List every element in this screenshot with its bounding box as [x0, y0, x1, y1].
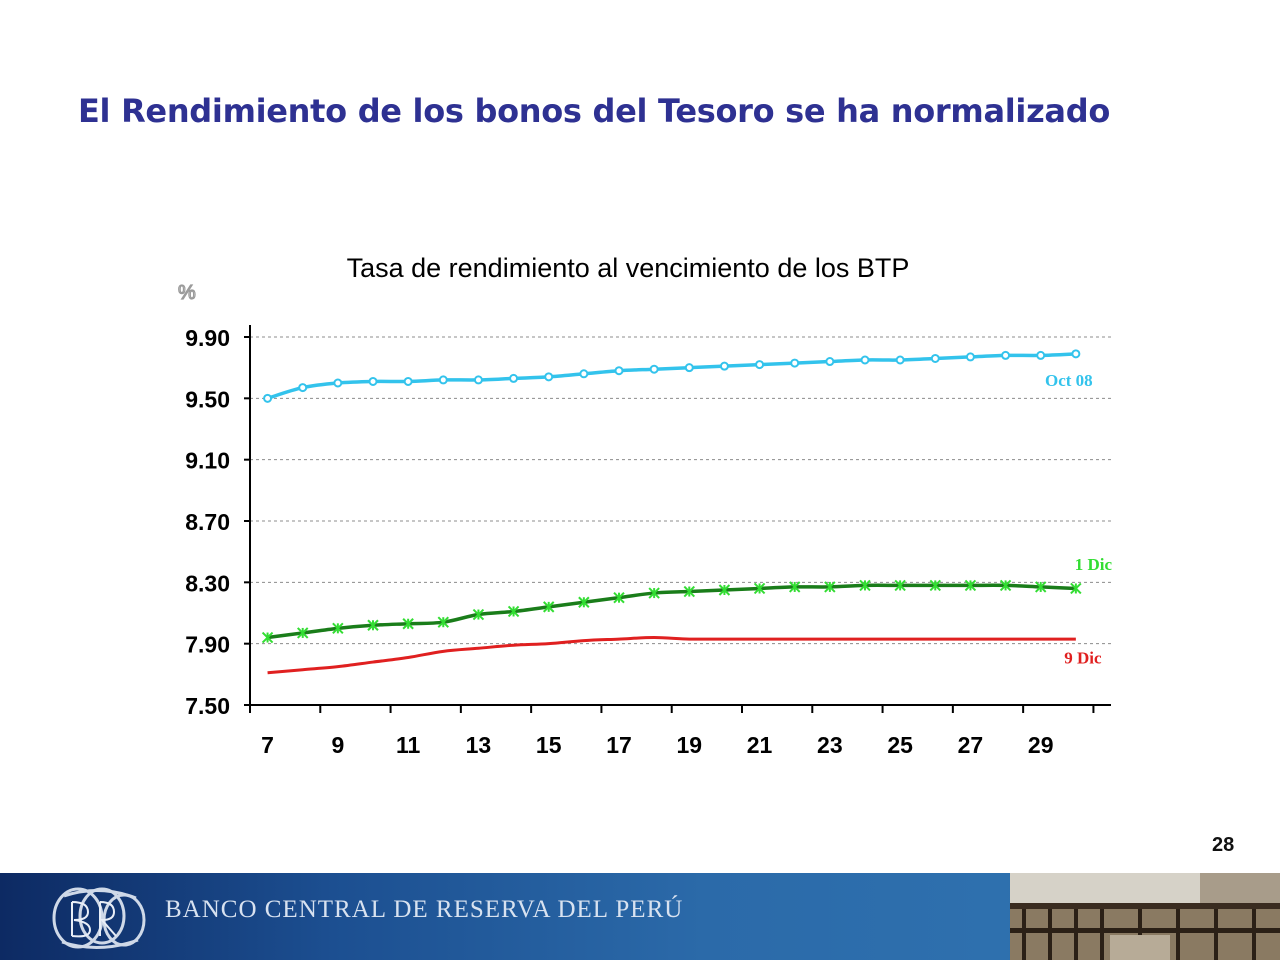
point-oct-08: [930, 353, 940, 363]
x-tick-label: 11: [396, 732, 421, 758]
point-oct-08: [438, 375, 448, 385]
point-1-dic: [789, 581, 801, 593]
point-oct-08: [1001, 350, 1011, 360]
point-1-dic: [824, 581, 836, 593]
x-tick-label: 17: [606, 732, 632, 758]
x-tick-label: 7: [261, 732, 274, 758]
point-oct-08: [473, 375, 483, 385]
point-oct-08: [509, 373, 519, 383]
building-interior-photo-icon: [1010, 873, 1280, 960]
point-1-dic: [1070, 582, 1082, 595]
y-tick-label: 8.70: [185, 509, 230, 535]
point-oct-08: [965, 352, 975, 362]
y-tick-label: 9.50: [185, 386, 230, 412]
point-oct-08: [1071, 349, 1081, 359]
footer-bank-name: BANCO CENTRAL DE RESERVA DEL PERÚ: [165, 896, 684, 923]
x-tick-label: 9: [331, 732, 344, 758]
point-oct-08: [403, 376, 413, 386]
x-tick-label: 15: [536, 732, 562, 758]
point-1-dic: [297, 627, 309, 639]
point-oct-08: [755, 360, 765, 370]
point-oct-08: [333, 378, 343, 388]
y-tick-label: 7.90: [185, 632, 230, 658]
bcrp-monogram-icon: [52, 887, 146, 950]
point-1-dic: [543, 601, 555, 613]
x-tick-label: 23: [817, 732, 843, 758]
page-number: 28: [1212, 834, 1235, 856]
point-oct-08: [614, 366, 624, 376]
chart-title: Tasa de rendimiento al vencimiento de lo…: [347, 253, 910, 283]
point-oct-08: [579, 369, 589, 379]
point-1-dic: [999, 579, 1012, 592]
chart-axes: 9.90 9.50 9.10 8.70 8.30 7.90 7.50 7 9 11 13 15 17 19…: [185, 325, 1111, 758]
point-oct-08: [719, 361, 729, 371]
point-oct-08: [825, 357, 835, 367]
point-oct-08: [298, 383, 308, 393]
series-line-1-dic: [267, 583, 1076, 640]
point-1-dic: [1035, 581, 1047, 593]
point-1-dic: [683, 585, 695, 598]
y-tick-label: 9.90: [185, 325, 230, 351]
x-tick-label: 21: [747, 732, 773, 758]
x-tick-label: 19: [676, 732, 702, 758]
x-tick-label: 13: [466, 732, 492, 758]
point-oct-08: [860, 355, 870, 365]
point-1-dic: [472, 608, 485, 621]
point-oct-08: [790, 358, 800, 368]
series-label-oct-08: Oct 08: [1045, 371, 1093, 390]
y-tick-label: 8.30: [185, 570, 230, 596]
y-tick-label: 7.50: [185, 693, 230, 719]
point-1-dic: [753, 582, 766, 595]
point-1-dic: [859, 579, 871, 592]
y-axis-unit-label: %: [178, 282, 196, 304]
point-oct-08: [684, 363, 694, 373]
point-oct-08: [895, 355, 905, 365]
chart-series: [261, 349, 1082, 675]
y-tick-label: 9.10: [185, 448, 230, 474]
point-1-dic: [648, 587, 660, 599]
series-line-oct-08: [267, 352, 1076, 401]
series-label-9-dic: 9 Dic: [1064, 649, 1102, 668]
point-1-dic: [894, 579, 906, 592]
x-tick-label: 25: [887, 732, 913, 758]
point-1-dic: [613, 591, 625, 604]
point-1-dic: [507, 605, 520, 618]
point-1-dic: [367, 619, 379, 631]
point-1-dic: [332, 622, 344, 635]
point-1-dic: [964, 579, 977, 592]
point-1-dic: [718, 584, 731, 596]
point-1-dic: [929, 579, 941, 592]
chart-labels: Oct 08 1 Dic 9 Dic: [1045, 371, 1113, 668]
slide-title: El Rendimiento de los bonos del Tesoro s…: [78, 92, 1110, 130]
series-label-1-dic: 1 Dic: [1075, 555, 1113, 574]
series-line-9-dic: [267, 636, 1076, 675]
point-1-dic: [437, 616, 449, 628]
x-tick-label: 29: [1028, 732, 1054, 758]
point-1-dic: [402, 618, 414, 630]
point-oct-08: [263, 393, 273, 403]
point-oct-08: [1036, 350, 1046, 360]
x-tick-label: 27: [958, 732, 984, 758]
point-1-dic: [261, 631, 274, 644]
point-oct-08: [649, 364, 659, 374]
point-oct-08: [368, 376, 378, 386]
point-1-dic: [578, 596, 590, 608]
point-oct-08: [544, 372, 554, 382]
yield-line-chart: 9.90 9.50 9.10 8.70 8.30 7.90 7.50 7 9 11 13 15 17 19…: [177, 253, 1113, 758]
